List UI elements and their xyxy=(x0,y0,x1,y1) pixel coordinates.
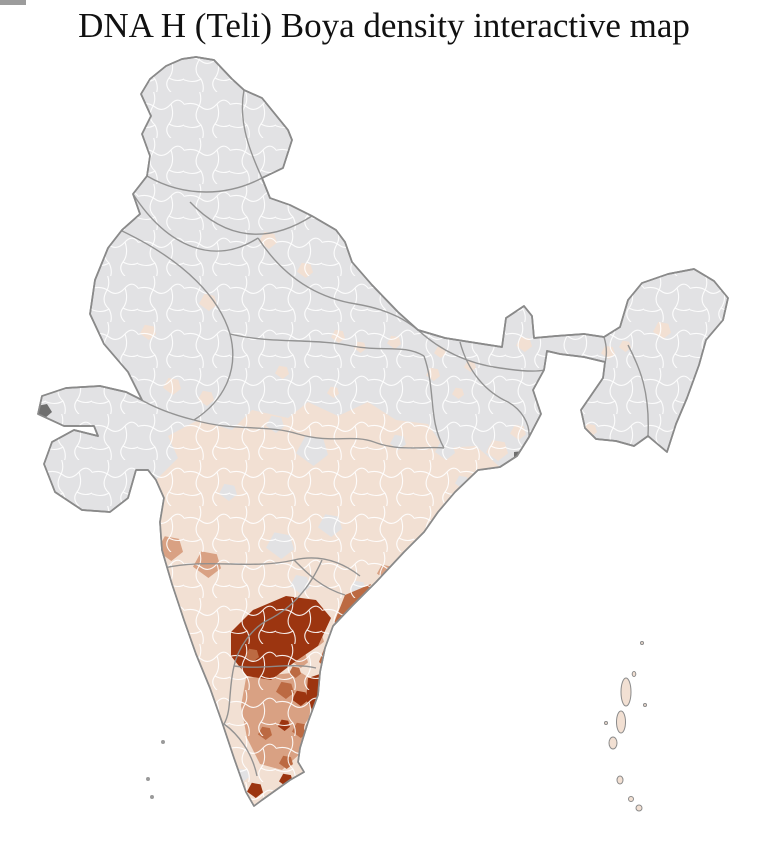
region-kutch-marsh xyxy=(38,404,52,419)
island[interactable] xyxy=(150,795,154,799)
island[interactable] xyxy=(620,677,632,707)
island[interactable] xyxy=(643,703,647,707)
island[interactable] xyxy=(608,736,618,750)
island[interactable] xyxy=(635,804,643,812)
island[interactable] xyxy=(616,775,624,785)
region-andaman-nicobar-islands[interactable] xyxy=(604,641,647,812)
region-lakshadweep-islands[interactable] xyxy=(146,740,165,799)
island[interactable] xyxy=(628,796,634,802)
india-coastline xyxy=(37,56,729,807)
island[interactable] xyxy=(616,710,626,734)
corner-artifact xyxy=(0,0,26,5)
district-borders-overlay xyxy=(38,57,728,806)
map-title: DNA H (Teli) Boya density interactive ma… xyxy=(78,6,690,45)
region-sundarbans-marsh xyxy=(514,450,538,473)
island[interactable] xyxy=(604,721,608,725)
island[interactable] xyxy=(640,641,644,645)
island[interactable] xyxy=(146,777,150,781)
island[interactable] xyxy=(631,671,637,677)
island[interactable] xyxy=(161,740,165,744)
state-borders xyxy=(119,89,649,777)
